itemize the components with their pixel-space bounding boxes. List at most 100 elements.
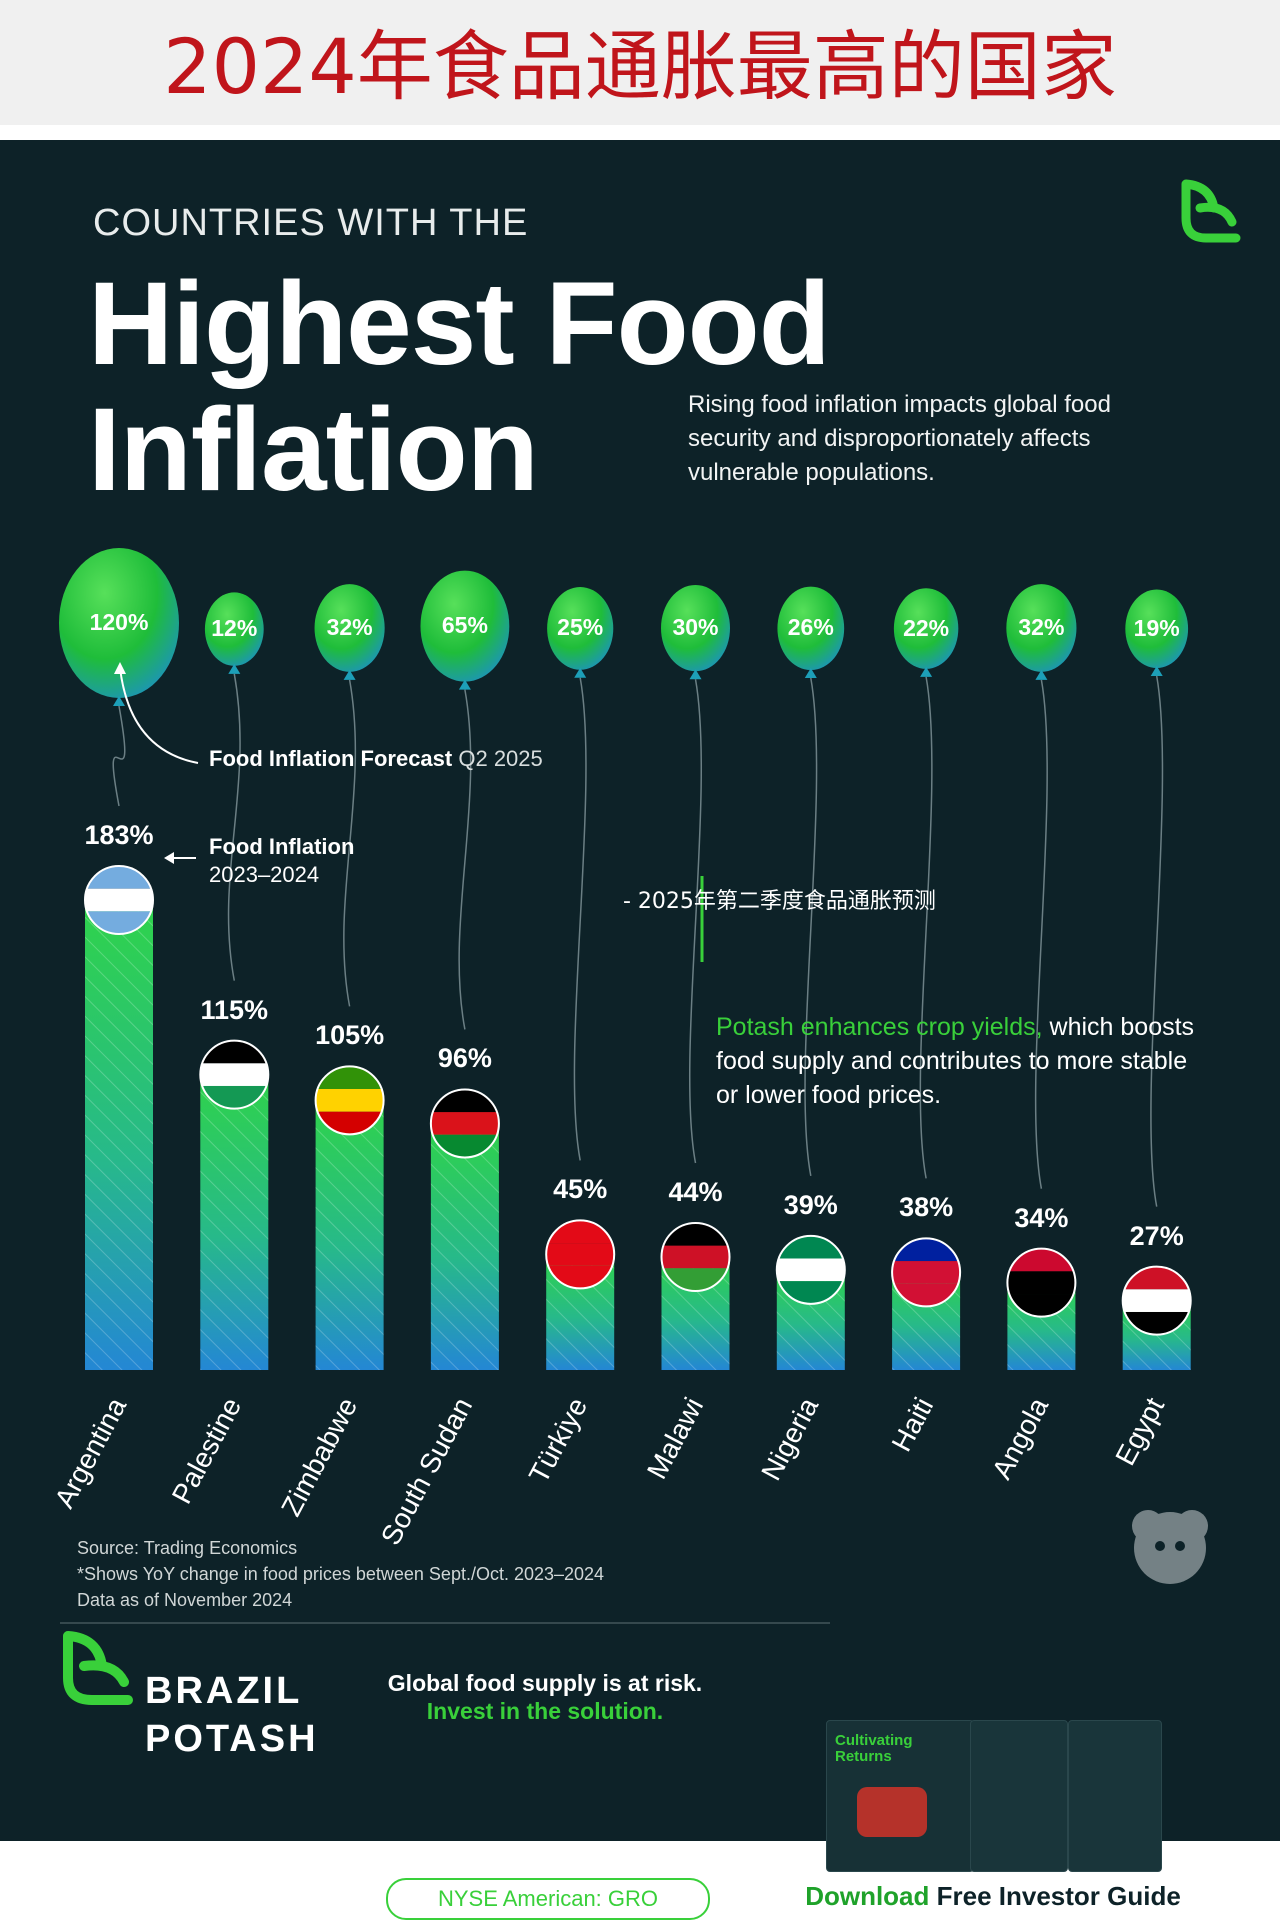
forecast-value-angola: 32% — [1018, 613, 1065, 640]
balloon-knot-south-sudan — [458, 679, 471, 690]
balloon-palestine — [204, 592, 264, 666]
header-kicker: COUNTRIES WITH THE — [93, 202, 529, 244]
header-title-line1: Highest Food — [88, 258, 831, 390]
flag-haiti-icon — [892, 1238, 961, 1307]
forecast-value-south-sudan: 65% — [441, 612, 488, 639]
footer-source: Source: Trading Economics — [77, 1538, 298, 1558]
forecast-value-haiti: 22% — [903, 614, 950, 641]
flag-nigeria-icon — [776, 1235, 845, 1304]
flag-egypt-icon — [1122, 1266, 1191, 1335]
balloon-string-zimbabwe — [343, 679, 357, 1007]
footer-note: *Shows YoY change in food prices between… — [77, 1564, 605, 1584]
bar-hatch-zimbabwe — [315, 1100, 384, 1370]
balloon-string-malawi — [688, 679, 703, 1164]
bar-hatch-argentina — [85, 900, 153, 1370]
guide-book-page3 — [1068, 1720, 1162, 1872]
flag-angola-icon — [1007, 1248, 1076, 1317]
banner-title: 2024年食品通胀最高的国家 — [163, 22, 1117, 111]
bar-hatch-palestine — [200, 1074, 269, 1370]
footer-data-date: Data as of November 2024 — [77, 1590, 293, 1610]
flag-south-sudan-icon — [430, 1089, 499, 1158]
bar-value-argentina: 183% — [84, 820, 154, 850]
balloon-string-haiti — [919, 676, 933, 1179]
potash-note: Potash enhances crop yields, which boost… — [716, 1010, 1196, 1112]
brand-line2: POTASH — [145, 1718, 319, 1760]
forecast-value-zimbabwe: 32% — [326, 613, 373, 640]
ticker-badge[interactable]: NYSE American: GRO — [386, 1878, 710, 1920]
bar-value-south-sudan: 96% — [437, 1043, 492, 1074]
balloon-knot-haiti — [920, 666, 933, 677]
download-guide-text: Free Investor Guide — [929, 1881, 1181, 1911]
balloon-t-rkiye — [547, 587, 614, 670]
risk-line1: Global food supply is at risk. — [387, 1670, 703, 1696]
balloon-string-argentina — [112, 705, 126, 807]
risk-line2: Invest in the solution. — [426, 1698, 664, 1724]
balloon-knot-egypt — [1150, 665, 1163, 676]
forecast-value-malawi: 30% — [672, 614, 719, 641]
brazil-potash-leaf-icon — [1181, 179, 1241, 243]
balloon-string-nigeria — [804, 677, 818, 1176]
balloon-haiti — [893, 588, 959, 669]
potash-note-highlight: Potash enhances crop yields, — [716, 1013, 1043, 1041]
infographic-panel: COUNTRIES WITH THE Highest Food Inflatio… — [0, 140, 1280, 1920]
bar-value-malawi: 44% — [668, 1176, 723, 1207]
flag-argentina-icon — [85, 866, 153, 934]
potash-note-text: which boosts food supply and contributes… — [716, 1013, 1195, 1109]
balloon-knot-t-rkiye — [574, 667, 587, 678]
balloon-string-angola — [1034, 679, 1048, 1189]
balloon-knot-malawi — [689, 669, 702, 680]
balloon-south-sudan — [420, 570, 510, 682]
bar-value-haiti: 38% — [899, 1192, 954, 1223]
bar-hatch-south-sudan — [430, 1123, 499, 1370]
guide-book-image — [857, 1787, 927, 1837]
balloon-argentina — [59, 548, 179, 698]
header-title-line2: Inflation — [88, 384, 539, 516]
bar-value-angola: 34% — [1014, 1202, 1069, 1233]
balloon-string-south-sudan — [458, 689, 472, 1030]
legend-inflation-label: Food Inflation — [209, 834, 355, 859]
balloon-string-t-rkiye — [573, 677, 587, 1161]
flag-palestine-icon — [200, 1040, 269, 1109]
chart-canvas — [59, 179, 1241, 1705]
download-guide-green: Download — [805, 1881, 930, 1911]
watermark-icon — [1132, 1510, 1208, 1584]
inflation-arrowhead — [164, 852, 174, 864]
legend-forecast: Food Inflation Forecast Q2 2025 — [209, 746, 543, 772]
forecast-value-argentina: 120% — [89, 609, 149, 635]
balloon-malawi — [661, 584, 730, 672]
forecast-value-t-rkiye: 25% — [557, 614, 604, 641]
header-intro: Rising food inflation impacts global foo… — [688, 391, 1111, 486]
guide-book-page2 — [970, 1720, 1068, 1872]
forecast-value-egypt: 19% — [1133, 614, 1180, 641]
forecast-value-nigeria: 26% — [787, 614, 834, 641]
balloon-knot-argentina — [113, 696, 125, 706]
brand-line1: BRAZIL — [145, 1670, 303, 1712]
balloon-nigeria — [777, 586, 845, 671]
legend-forecast-label: Food Inflation Forecast — [209, 746, 453, 771]
balloon-angola — [1006, 584, 1077, 672]
forecast-arrowhead — [114, 662, 126, 674]
forecast-value-palestine: 12% — [211, 615, 258, 642]
download-guide-button[interactable]: Download Free Investor Guide — [770, 1876, 1216, 1916]
forecast-arrow — [119, 667, 199, 764]
legend-inflation-period: 2023–2024 — [209, 862, 320, 887]
balloon-egypt — [1125, 589, 1189, 668]
balloon-knot-nigeria — [804, 668, 817, 679]
brazil-potash-footer-logo-icon — [63, 1631, 133, 1705]
balloon-string-palestine — [227, 673, 241, 981]
flag-malawi-icon — [661, 1222, 730, 1291]
legend-forecast-period: Q2 2025 — [458, 746, 543, 771]
top-banner: 2024年食品通胀最高的国家 — [0, 0, 1280, 125]
bar-value-nigeria: 39% — [783, 1189, 838, 1220]
balloon-string-egypt — [1150, 675, 1164, 1207]
balloon-knot-angola — [1035, 669, 1048, 680]
bar-value-t-rkiye: 45% — [553, 1174, 608, 1205]
guide-book-cover: Cultivating Returns — [826, 1720, 974, 1872]
balloon-zimbabwe — [314, 584, 385, 672]
flag-t-rkiye-icon — [546, 1220, 615, 1289]
forecast-cn-note: - 2025年第二季度食品通胀预测 — [623, 889, 936, 914]
balloon-knot-palestine — [228, 663, 241, 674]
bar-value-palestine: 115% — [200, 994, 269, 1025]
flag-zimbabwe-icon — [315, 1066, 384, 1135]
bar-value-zimbabwe: 105% — [315, 1020, 385, 1051]
